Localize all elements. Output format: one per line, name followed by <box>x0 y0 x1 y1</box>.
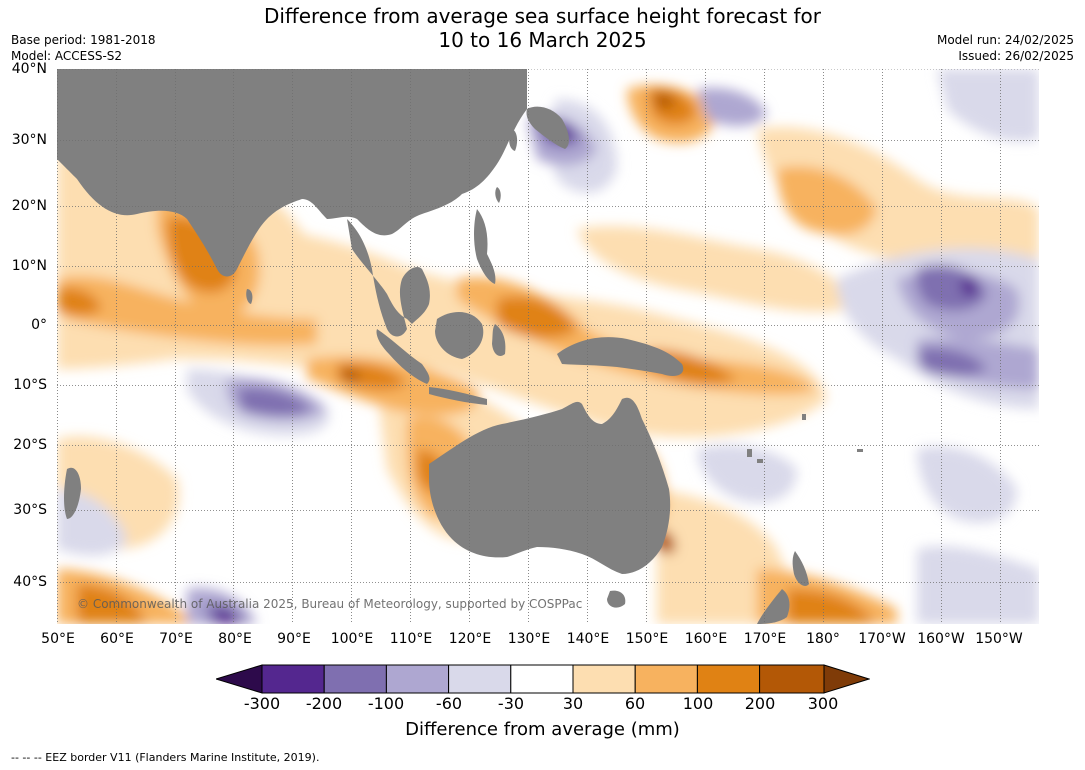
lon-label-150w: 150°W <box>975 631 1023 647</box>
colorbar-label: Difference from average (mm) <box>405 719 680 740</box>
land-masses <box>57 69 863 624</box>
map-svg <box>57 69 1039 624</box>
lon-label-150e: 150°E <box>625 631 669 647</box>
lon-label-140e: 140°E <box>566 631 610 647</box>
colorbar-tick: 200 <box>744 694 776 713</box>
lon-label-130e: 130°E <box>507 631 551 647</box>
eez-footnote: -- -- -- EEZ border V11 (Flanders Marine… <box>11 751 320 764</box>
colorbar-swatch <box>572 664 636 694</box>
lat-label-40n: 40°N <box>11 61 47 77</box>
title-line-1: Difference from average sea surface heig… <box>263 4 822 28</box>
colorbar-swatch <box>510 664 574 694</box>
colorbar-swatch <box>634 664 698 694</box>
meta-left: Base period: 1981-2018 Model: ACCESS-S2 <box>11 32 156 64</box>
lon-label-50e: 50°E <box>41 631 75 647</box>
colorbar-tick: 30 <box>562 694 584 713</box>
colorbar-swatch <box>323 664 387 694</box>
chart-title: Difference from average sea surface heig… <box>0 4 1085 52</box>
colorbar-arrow-high <box>823 664 871 694</box>
title-line-2: 10 to 16 March 2025 <box>438 28 647 52</box>
lon-label-170e: 170°E <box>743 631 787 647</box>
lon-label-170w: 170°W <box>858 631 906 647</box>
lat-label-equator: 0° <box>31 317 47 333</box>
lon-label-100e: 100°E <box>330 631 374 647</box>
lon-label-180: 180° <box>806 631 840 647</box>
lon-label-60e: 60°E <box>100 631 134 647</box>
copyright-notice: © Commonwealth of Australia 2025, Bureau… <box>77 597 583 611</box>
colorbar <box>214 664 871 694</box>
colorbar-svg <box>214 664 871 694</box>
colorbar-swatch <box>696 664 761 694</box>
colorbar-swatch <box>759 664 825 694</box>
colorbar-tick: -100 <box>367 694 405 713</box>
colorbar-tick: -300 <box>243 694 281 713</box>
lat-label-10n: 10°N <box>11 258 47 274</box>
meta-right: Model run: 24/02/2025 Issued: 26/02/2025 <box>937 32 1074 64</box>
map-panel <box>57 69 1039 624</box>
colorbar-tick: -60 <box>435 694 463 713</box>
lon-label-110e: 110°E <box>389 631 433 647</box>
lat-label-10s: 10°S <box>13 377 47 393</box>
lon-label-90e: 90°E <box>277 631 311 647</box>
colorbar-tick: -30 <box>497 694 525 713</box>
lat-label-40s: 40°S <box>13 574 47 590</box>
lon-label-70e: 70°E <box>159 631 193 647</box>
lat-label-20n: 20°N <box>11 198 47 214</box>
colorbar-swatch <box>448 664 512 694</box>
colorbar-tick: 60 <box>624 694 646 713</box>
graticule <box>57 69 1039 624</box>
lon-label-160w: 160°W <box>917 631 965 647</box>
lat-label-30s: 30°S <box>13 502 47 518</box>
colorbar-tick: 100 <box>682 694 714 713</box>
issued-date: Issued: 26/02/2025 <box>958 49 1074 63</box>
lon-label-160e: 160°E <box>684 631 728 647</box>
colorbar-arrow-low <box>214 664 263 694</box>
lon-label-80e: 80°E <box>218 631 252 647</box>
colorbar-tick: 300 <box>807 694 839 713</box>
lat-label-30n: 30°N <box>11 132 47 148</box>
colorbar-swatch <box>385 664 450 694</box>
lon-label-120e: 120°E <box>448 631 492 647</box>
model-run: Model run: 24/02/2025 <box>936 33 1074 47</box>
model-name: Model: ACCESS-S2 <box>11 49 123 63</box>
base-period: Base period: 1981-2018 <box>11 33 156 47</box>
colorbar-swatch <box>261 664 325 694</box>
lat-label-20s: 20°S <box>13 437 47 453</box>
colorbar-tick: -200 <box>305 694 343 713</box>
